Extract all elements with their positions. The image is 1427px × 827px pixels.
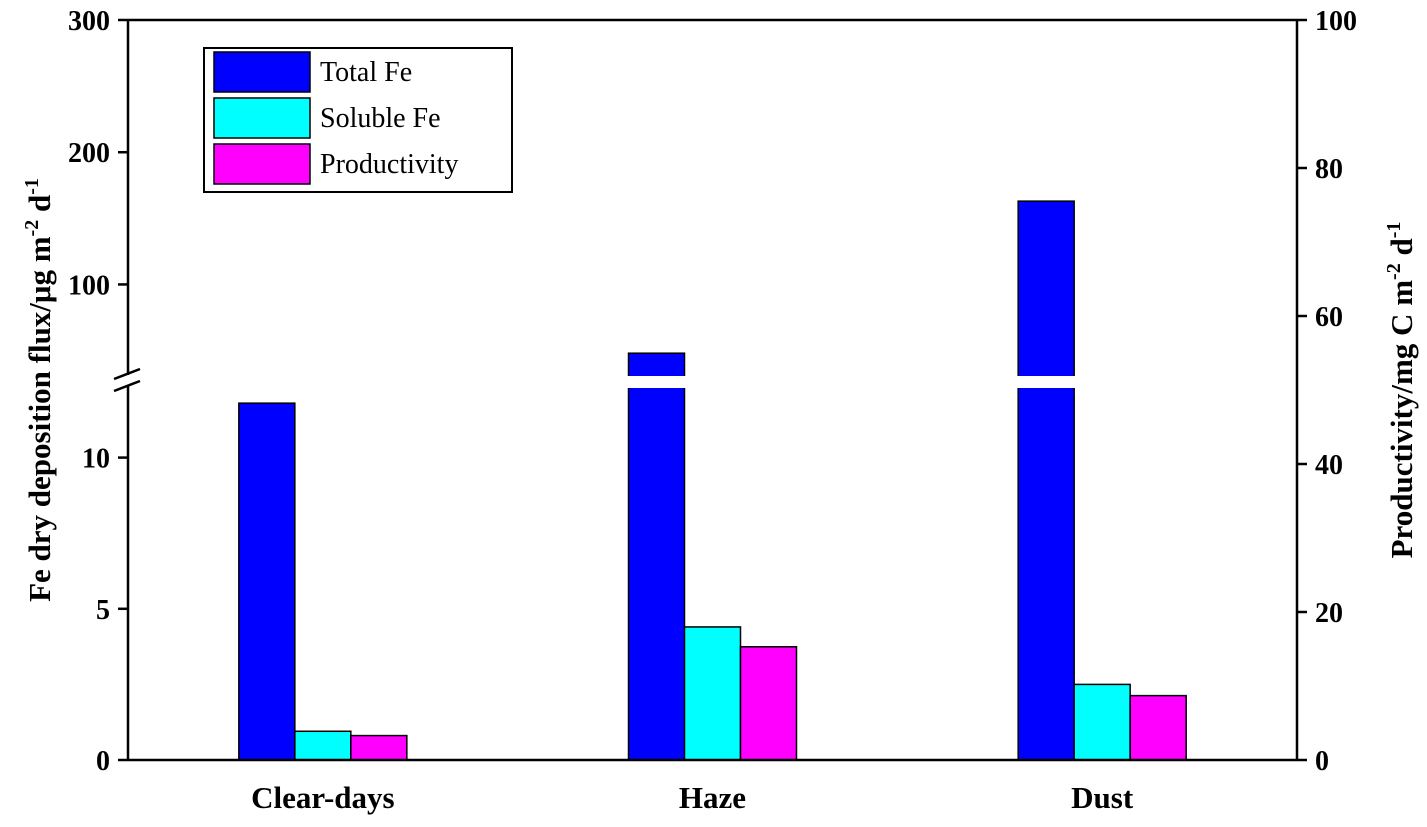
legend-label: Productivity	[320, 149, 458, 180]
right-tick-label: 40	[1315, 450, 1343, 481]
bar-productivity-dust	[1129, 694, 1187, 761]
legend-swatch	[213, 51, 311, 93]
bar-break-gap	[1016, 376, 1077, 388]
left-tick-label: 200	[68, 138, 110, 169]
bar-productivity-haze	[739, 646, 798, 761]
bar-break-gap	[626, 376, 687, 388]
bar-total-fe-dust	[1017, 200, 1075, 761]
right-tick-label: 20	[1315, 598, 1343, 629]
legend-swatch	[213, 97, 311, 139]
left-tick-label: 0	[96, 746, 110, 777]
legend-label: Total Fe	[320, 57, 412, 88]
axis-break-mark	[113, 379, 141, 393]
left-axis-title: Fe dry deposition flux/μg m-2 d-1	[21, 178, 57, 602]
legend-label: Soluble Fe	[320, 103, 441, 134]
x-tick-label: Dust	[1071, 780, 1134, 815]
bar-soluble-fe-haze	[683, 626, 742, 761]
right-axis-title: Productivity/mg C m-2 d-1	[1383, 222, 1419, 559]
axis-break-mark	[113, 367, 141, 381]
legend-swatch	[213, 143, 311, 185]
left-tick-label: 100	[68, 270, 110, 301]
bar-soluble-fe-dust	[1073, 683, 1131, 761]
bar-productivity-clear-days	[350, 734, 408, 761]
right-tick-label: 60	[1315, 302, 1343, 333]
bar-total-fe-clear-days	[238, 402, 296, 761]
bar-total-fe-haze	[627, 352, 686, 761]
axes-layer: Clear-days Haze Dust 0 5 10 100 200 300 0 20 40 60 80…	[68, 6, 1357, 815]
right-tick-label: 80	[1315, 154, 1343, 185]
x-tick-label: Haze	[679, 780, 746, 815]
right-tick-label: 0	[1315, 746, 1329, 777]
legend: Total Fe Soluble Fe Productivity	[203, 47, 513, 193]
x-tick-label: Clear-days	[251, 780, 395, 815]
bars-layer	[238, 200, 1187, 761]
right-tick-label: 100	[1315, 6, 1357, 37]
left-tick-label: 5	[96, 595, 110, 626]
bar-soluble-fe-clear-days	[294, 730, 352, 761]
left-tick-label: 300	[68, 6, 110, 37]
left-tick-label: 10	[82, 444, 110, 475]
